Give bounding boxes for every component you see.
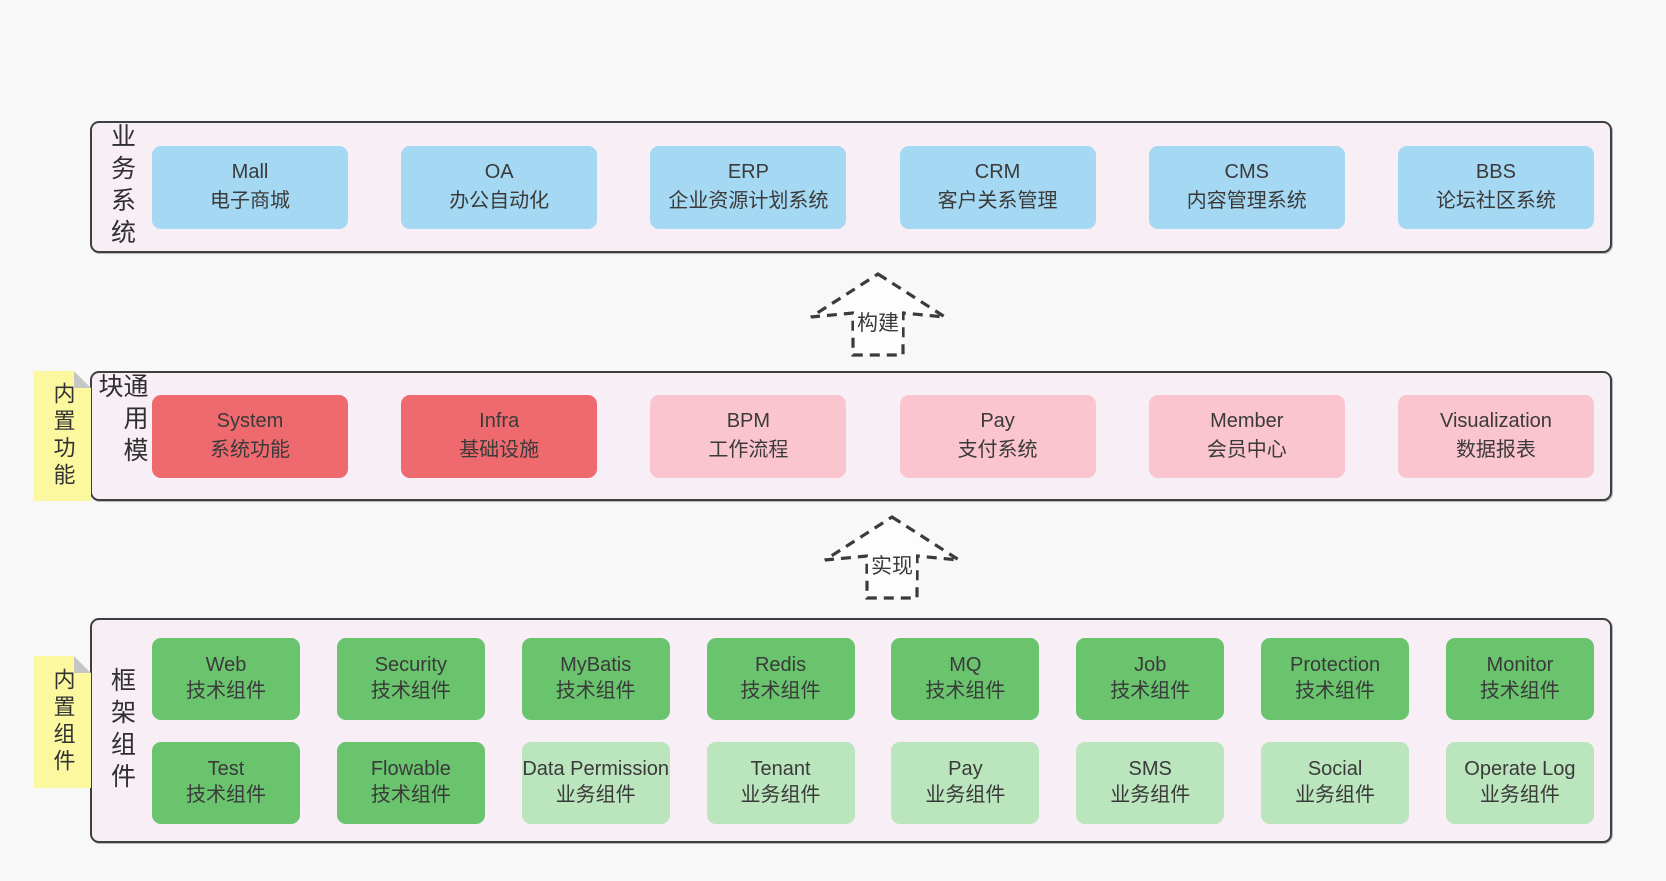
layer-common-modules: 通用模块 System 系统功能 Infra 基础设施 BPM 工作流程 Pay… (90, 371, 1612, 501)
box-job: Job 技术组件 (1076, 637, 1225, 720)
box-social: Social 业务组件 (1261, 741, 1410, 824)
box-bpm: BPM 工作流程 (650, 394, 847, 478)
box-pay-component: Pay 业务组件 (891, 741, 1040, 824)
box-oa: OA 办公自动化 (401, 145, 598, 229)
box-test: Test 技术组件 (152, 741, 300, 824)
box-data-permission: Data Permission 业务组件 (521, 741, 670, 824)
box-protection: Protection 技术组件 (1261, 637, 1410, 720)
layer-business-systems: 业务系统 Mall 电子商城 OA 办公自动化 ERP 企业资源计划系统 CRM… (90, 121, 1612, 253)
box-sms: SMS 业务组件 (1076, 741, 1225, 824)
box-pay-module: Pay 支付系统 (899, 394, 1096, 478)
box-mall: Mall 电子商城 (152, 145, 348, 229)
module-boxes-row: System 系统功能 Infra 基础设施 BPM 工作流程 Pay 支付系统… (150, 373, 1610, 499)
implement-arrow-label: 实现 (868, 550, 916, 580)
sticky-note-builtin-components: 内置组件 (34, 656, 91, 788)
box-visualization: Visualization 数据报表 (1397, 394, 1594, 478)
implement-arrow: 实现 (822, 514, 962, 602)
build-arrow: 构建 (808, 271, 948, 359)
box-cms: CMS 内容管理系统 (1148, 145, 1345, 229)
box-infra: Infra 基础设施 (401, 394, 598, 478)
layer-label-components: 框架组件 (107, 666, 136, 795)
page-fold-icon (74, 371, 91, 388)
component-row-1: Web 技术组件 Security 技术组件 MyBatis 技术组件 Redi… (152, 637, 1594, 720)
box-security: Security 技术组件 (336, 637, 485, 720)
page-fold-icon (74, 656, 91, 673)
business-boxes-row: Mall 电子商城 OA 办公自动化 ERP 企业资源计划系统 CRM 客户关系… (150, 123, 1610, 251)
box-monitor: Monitor 技术组件 (1445, 637, 1594, 720)
box-redis: Redis 技术组件 (706, 637, 855, 720)
box-mybatis: MyBatis 技术组件 (521, 637, 670, 720)
component-boxes-grid: Web 技术组件 Security 技术组件 MyBatis 技术组件 Redi… (150, 620, 1610, 841)
box-crm: CRM 客户关系管理 (899, 145, 1096, 229)
component-row-2: Test 技术组件 Flowable 技术组件 Data Permission … (152, 741, 1594, 824)
box-tenant: Tenant 业务组件 (706, 741, 855, 824)
box-operate-log: Operate Log 业务组件 (1445, 741, 1594, 824)
box-member: Member 会员中心 (1148, 394, 1345, 478)
layer-framework-components: 框架组件 Web 技术组件 Security 技术组件 MyBatis 技术组件… (90, 618, 1612, 843)
layer-label-modules: 通用模块 (95, 373, 148, 469)
sticky-note-builtin-features: 内置功能 (34, 371, 91, 501)
layer-label-business: 业务系统 (107, 123, 136, 251)
box-mq: MQ 技术组件 (891, 637, 1040, 720)
box-bbs: BBS 论坛社区系统 (1397, 145, 1594, 229)
box-erp: ERP 企业资源计划系统 (650, 145, 847, 229)
box-flowable: Flowable 技术组件 (336, 741, 485, 824)
build-arrow-label: 构建 (854, 307, 902, 337)
box-system: System 系统功能 (152, 394, 348, 478)
box-web: Web 技术组件 (152, 637, 300, 720)
